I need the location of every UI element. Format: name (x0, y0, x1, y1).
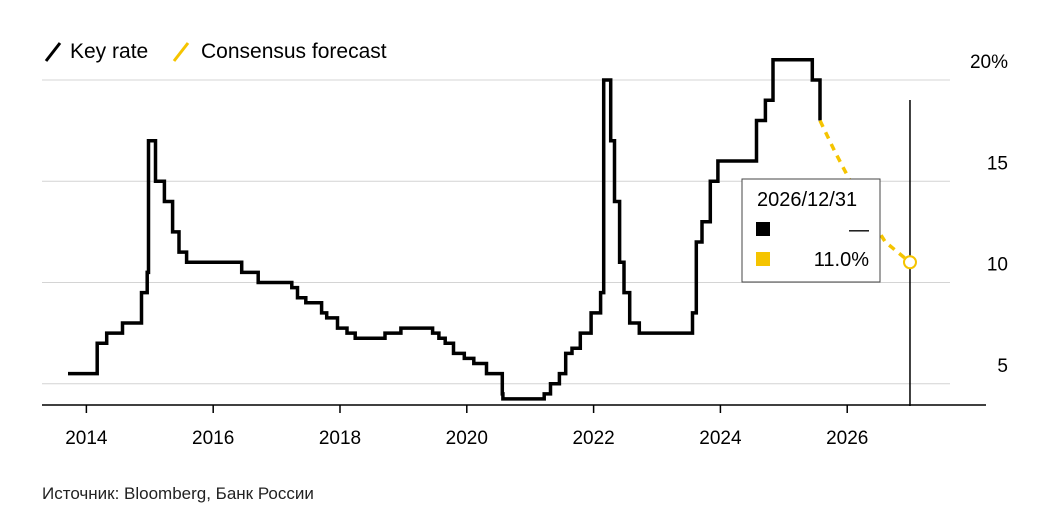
legend-label-key-rate: Key rate (70, 40, 148, 63)
legend-swatch-key-rate (44, 42, 62, 62)
tooltip: 2026/12/31 — 11.0% (741, 178, 881, 283)
hover-indicator (902, 100, 917, 406)
x-tick-label: 2024 (699, 428, 742, 449)
tooltip-swatch-key-rate (756, 222, 770, 236)
legend-label-consensus-forecast: Consensus forecast (201, 40, 387, 63)
hover-point-marker (902, 255, 917, 270)
tooltip-date: 2026/12/31 (757, 189, 857, 211)
y-tick-label: 10 (987, 255, 1008, 276)
x-tick-label: 2020 (446, 428, 488, 449)
x-axis: 2014 2016 2018 2020 2022 2024 2026 (42, 404, 986, 449)
series-lines (68, 58, 912, 401)
y-axis-tick-labels: 20% 15 10 5 (970, 52, 1008, 377)
x-tick-label: 2022 (572, 428, 614, 449)
tooltip-value-key-rate: — (849, 219, 869, 241)
tooltip-value-consensus-forecast: 11.0% (814, 249, 869, 271)
x-tick-label: 2018 (319, 428, 361, 449)
x-tick-label: 2026 (826, 428, 868, 449)
y-tick-label: 20% (970, 52, 1008, 73)
legend: Key rate Consensus forecast (44, 40, 387, 63)
source-note: Источник: Bloomberg, Банк России (42, 484, 314, 503)
x-tick-label: 2014 (65, 428, 108, 449)
y-tick-label: 5 (997, 356, 1008, 377)
tooltip-swatch-consensus-forecast (756, 252, 770, 266)
series-key-rate-line (68, 58, 822, 401)
series-consensus-forecast-line (818, 119, 912, 264)
x-tick-label: 2016 (192, 428, 234, 449)
y-tick-label: 15 (987, 153, 1008, 174)
legend-swatch-consensus-forecast (172, 42, 190, 62)
